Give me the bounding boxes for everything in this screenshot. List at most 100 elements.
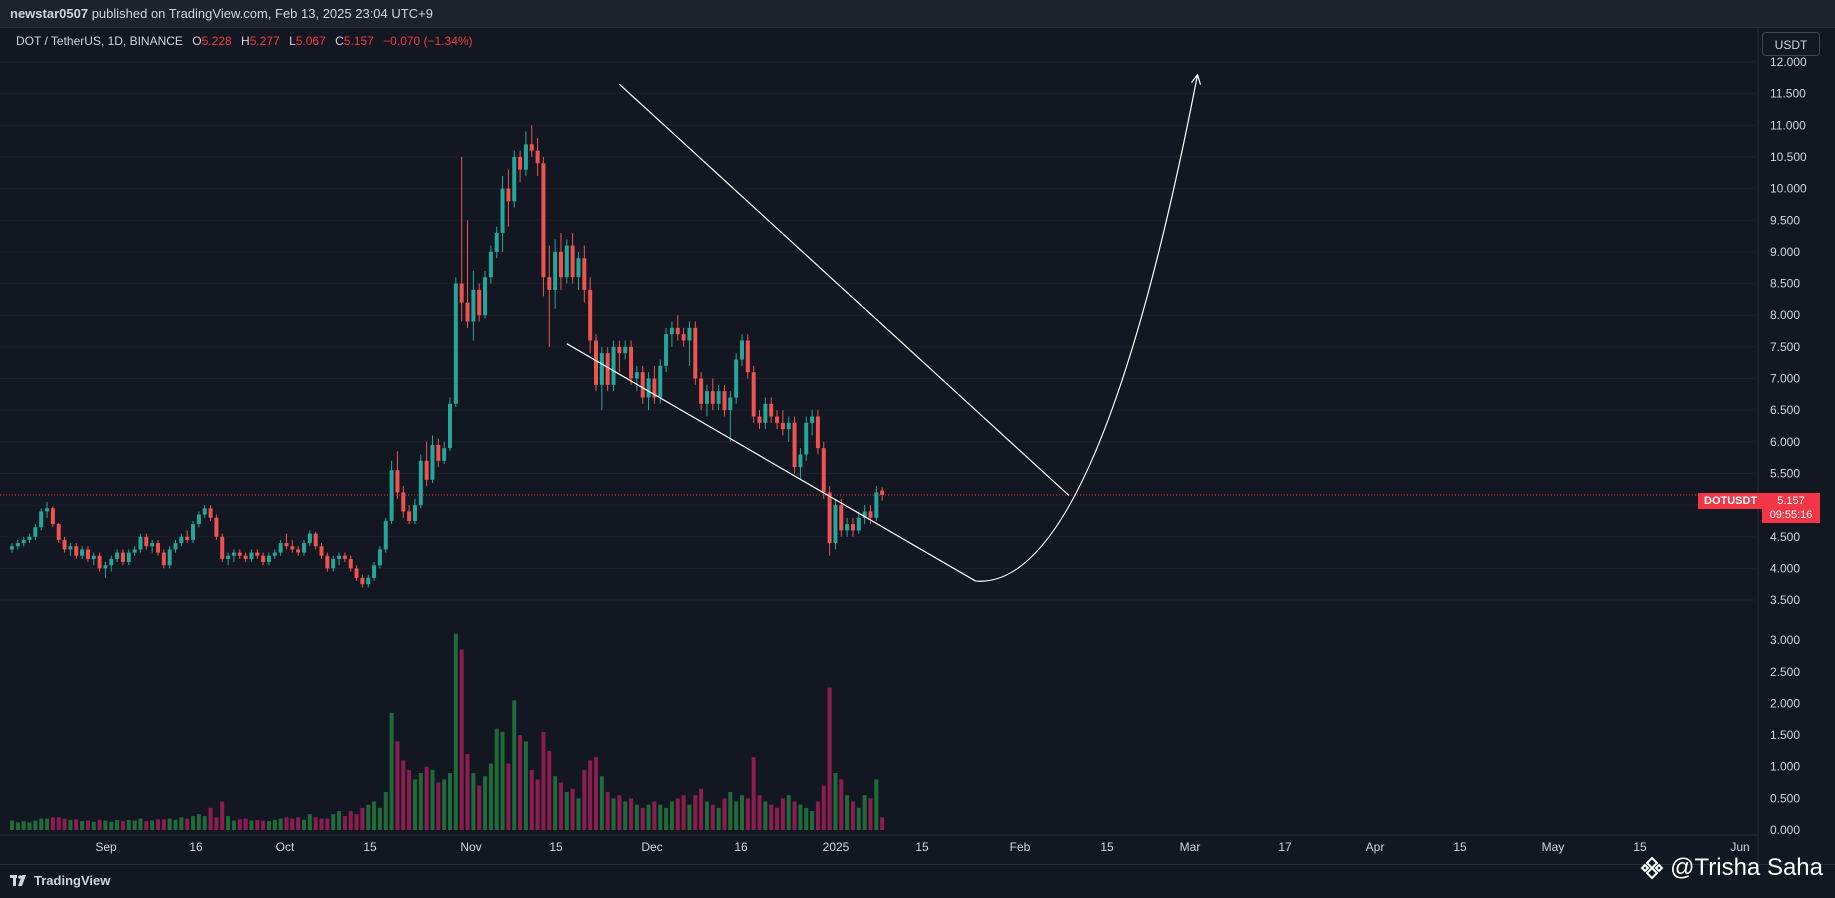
candle-body [483,277,488,316]
volume-bar [418,773,423,830]
volume-bar [710,804,715,830]
volume-bar [488,763,493,830]
candle-body [144,536,149,547]
candle-body [629,346,634,379]
candle-body [535,150,540,164]
candle-body [97,555,102,569]
volume-bar [231,820,236,830]
candle-body [786,422,791,430]
volume-bar [62,818,67,830]
volume-bar [576,798,581,830]
candle-body [471,289,476,322]
currency-button[interactable]: USDT [1762,32,1820,56]
volume-bar [763,801,768,830]
time-tick-label: May [1542,840,1565,854]
candle-body [249,552,254,559]
candle-body [611,346,616,385]
volume-tick-label: 3.000 [1770,633,1800,647]
volume-bar [313,817,318,830]
volume-axis: 3.000 2.500 2.000 1.500 1.000 0.500 0.000 [1770,633,1800,837]
candle-body [453,283,458,404]
tradingview-logo[interactable]: TradingView [10,873,110,888]
candle-body [751,372,756,417]
volume-bar [704,801,709,830]
volume-bar [570,788,575,830]
volume-bar [780,798,785,830]
candle-body [372,565,377,578]
candle-body [191,524,196,540]
time-tick-label: 15 [1633,840,1647,854]
candle-body [815,416,820,449]
candle-body [407,511,412,521]
candle-body [220,536,225,559]
candle-body [226,555,231,559]
candle-body [319,546,324,556]
volume-bar [278,818,283,830]
candle-body [868,511,873,518]
candle-body [377,549,382,566]
volume-bar [138,818,143,830]
watermark-text: @Trisha Saha [1670,854,1823,881]
time-tick-label: 15 [1453,840,1467,854]
candle-body [366,577,371,585]
volume-bar [541,731,546,830]
symbol-title[interactable]: DOT / TetherUS, 1D, BINANCE [16,34,183,48]
volume-tick-label: 2.500 [1770,665,1800,679]
volume-bar [523,741,528,830]
candle-body [50,508,55,525]
volume-bar [745,798,750,830]
time-tick-label: Sep [95,840,117,854]
volume-bar [833,773,838,830]
volume-bar [617,795,622,830]
volume-bar [50,817,55,830]
volume-bar [91,821,96,830]
watermark: @Trisha Saha [1640,854,1823,882]
volume-bar [56,817,61,830]
candle-body [109,558,114,566]
candle-body [558,251,563,278]
candle-body [272,552,277,556]
candle-body [62,539,67,550]
volume-bar [33,820,38,830]
candle-body [342,555,347,559]
candle-body [588,289,593,341]
volume-bar [588,760,593,830]
candle-body [261,555,266,563]
binance-logo-icon [1640,856,1664,880]
candle-body [547,277,552,290]
volume-bar [483,776,488,830]
price-tick-label: 6.000 [1770,435,1800,449]
candle-body [804,422,809,455]
candle-body [448,403,452,449]
volume-bar [862,795,867,830]
candle-body [436,444,441,461]
volume-bar [249,820,254,830]
candle-body [401,492,406,512]
author-name[interactable]: newstar0507 [10,6,89,21]
candle-body [570,245,575,278]
candle-body [763,403,768,423]
drawings[interactable] [566,73,1202,582]
volume-bar [775,807,780,830]
brand-name: TradingView [34,873,111,888]
volume-bar [599,776,604,830]
candle-body [652,378,657,398]
candle-body [39,511,44,528]
time-axis[interactable]: Sep 16 Oct 15 Nov 15 Dec 16 2025 15 Feb 15 Mar 17 Apr 1… [0,834,1758,854]
candle-body [313,533,318,547]
candle-body [255,552,260,556]
candle-body [488,251,493,278]
candle-body [126,552,131,563]
close-value: 5.157 [343,34,374,48]
candle-body [266,555,271,563]
volume-bar [360,807,365,830]
volume-bar [319,818,324,830]
volume-bar [150,820,155,830]
candle-body [74,546,79,556]
volume-bar [453,633,458,830]
candle-body [576,258,581,278]
candle-body [237,552,242,556]
volume-tick-label: 2.000 [1770,696,1800,710]
candle-body [156,543,160,553]
